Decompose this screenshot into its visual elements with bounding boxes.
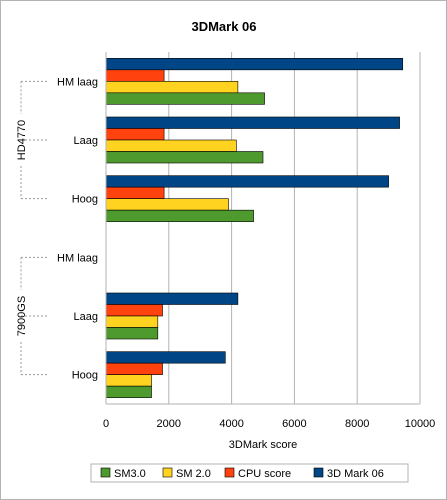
bar-5-0: [105, 385, 152, 398]
legend-label-0: SM3.0: [114, 468, 146, 480]
bar-4-1: [105, 315, 159, 328]
bar-5-1: [105, 374, 152, 387]
chart-title: 3DMark 06: [191, 19, 256, 34]
legend-label-1: SM 2.0: [176, 468, 211, 480]
bar-2-3: [105, 175, 389, 188]
legend-swatch-1: [162, 467, 173, 478]
bar-0-0: [105, 92, 265, 105]
legend: SM3.0 SM 2.0 CPU score 3D Mark 06: [90, 463, 409, 483]
bars: [105, 58, 404, 398]
legend-label-2: CPU score: [238, 468, 291, 480]
category-label-5: Hoog: [72, 370, 98, 382]
x-tick-label-1: 2000: [157, 418, 181, 430]
bar-0-1: [105, 81, 239, 94]
x-tick-label-2: 4000: [219, 418, 243, 430]
legend-label-3: 3D Mark 06: [327, 468, 384, 480]
bar-2-1: [105, 198, 229, 211]
category-label-2: Hoog: [72, 194, 98, 206]
bar-5-2: [105, 362, 163, 375]
category-label-3: HM laag: [57, 252, 98, 264]
x-tick-label-0: 0: [103, 418, 109, 430]
x-tick-label-4: 8000: [345, 418, 369, 430]
group-label-1: 7900GS: [16, 296, 28, 336]
legend-swatch-2: [224, 467, 235, 478]
bar-2-2: [105, 186, 165, 199]
bar-1-0: [105, 151, 264, 164]
bar-5-3: [105, 351, 226, 364]
bar-1-2: [105, 128, 165, 141]
bar-4-2: [105, 304, 163, 317]
x-tick-labels: 0 2000 4000 6000 8000 10000: [103, 418, 435, 430]
x-tick-label-5: 10000: [405, 418, 436, 430]
x-tick-label-3: 6000: [282, 418, 306, 430]
category-label-1: Laag: [74, 135, 98, 147]
legend-swatch-0: [100, 467, 111, 478]
grid-lines: [105, 52, 421, 404]
category-label-0: HM laag: [57, 76, 98, 88]
x-axis-label: 3DMark score: [229, 439, 297, 451]
bar-1-1: [105, 139, 237, 152]
group-labels: HD4770 7900GS: [16, 80, 47, 376]
axes: [105, 52, 420, 405]
bar-0-2: [105, 69, 165, 82]
group-label-0: HD4770: [16, 120, 28, 160]
bar-0-3: [105, 58, 404, 71]
category-labels: HM laag Laag Hoog HM laag Laag Hoog: [57, 76, 98, 381]
bar-1-3: [105, 116, 400, 129]
category-label-4: Laag: [74, 311, 98, 323]
legend-swatch-3: [313, 467, 324, 478]
bar-4-3: [105, 292, 239, 305]
bar-4-0: [105, 327, 159, 340]
bar-2-0: [105, 209, 254, 222]
